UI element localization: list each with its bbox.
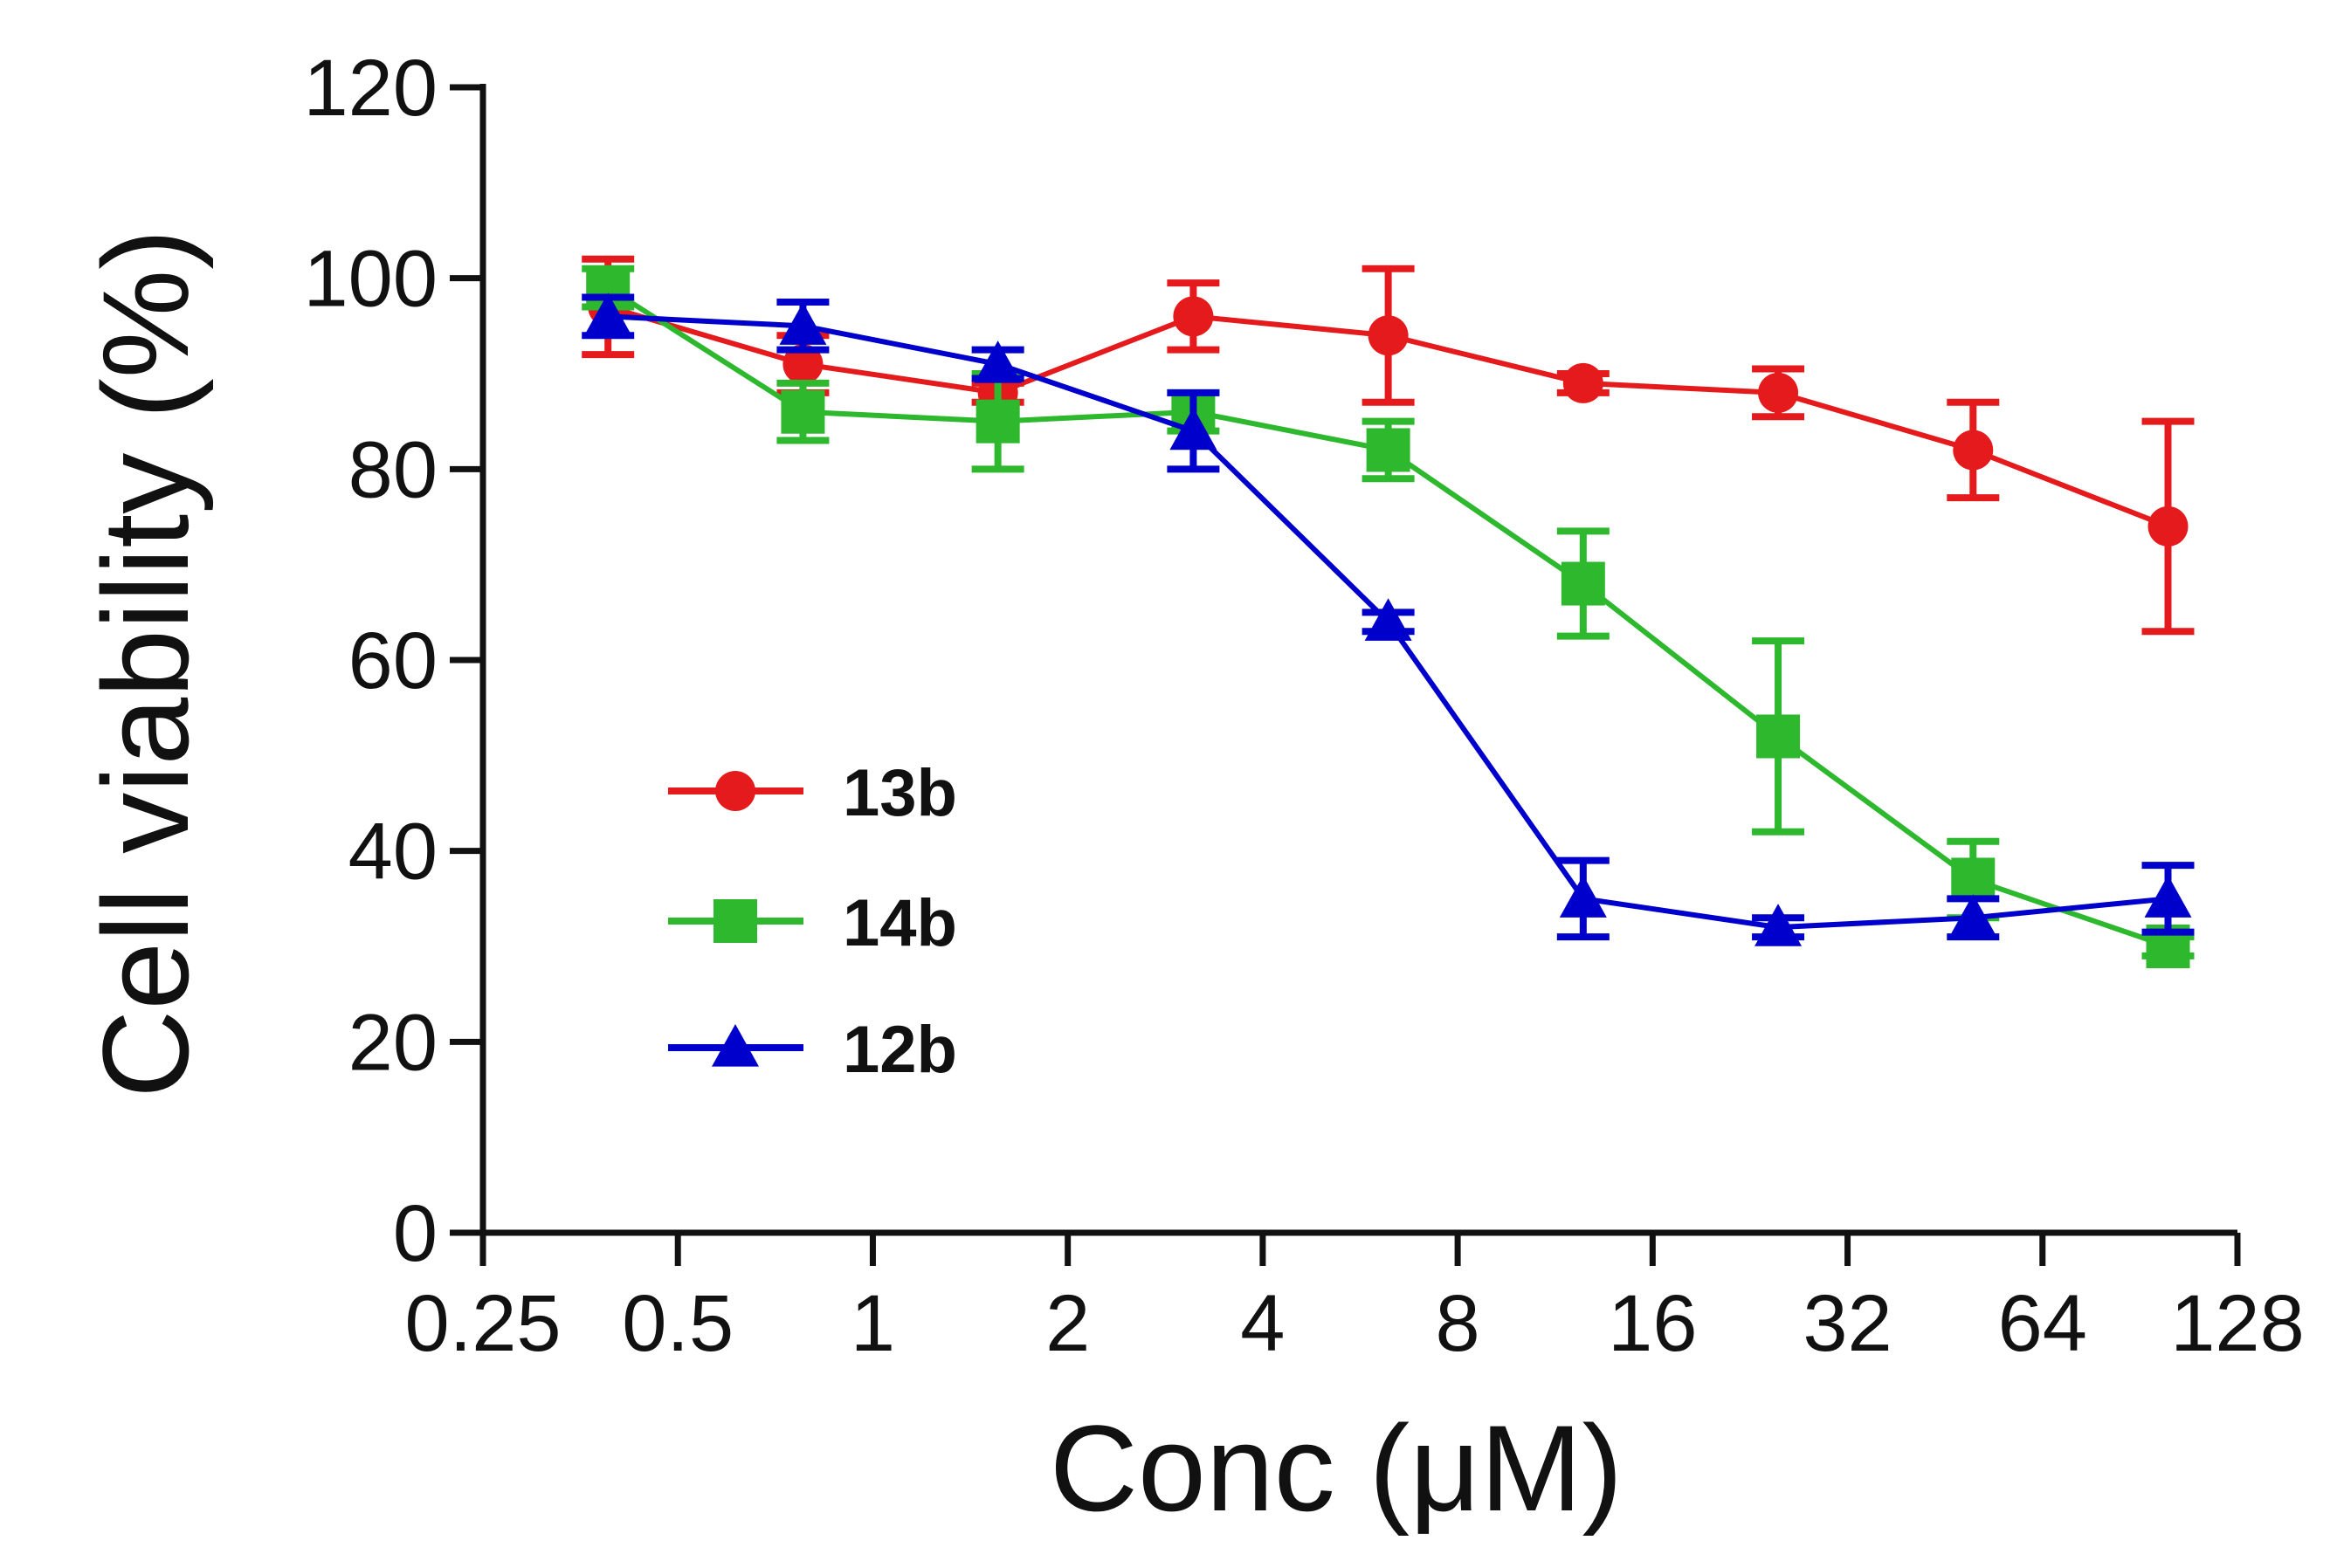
x-tick-label: 4 [1240, 1279, 1285, 1368]
data-point-13b [782, 344, 824, 385]
data-point-14b [781, 389, 825, 434]
data-point-12b [1754, 904, 1803, 946]
x-tick-label: 16 [1608, 1279, 1697, 1368]
data-point-14b [975, 399, 1020, 444]
data-point-14b [1561, 561, 1605, 606]
legend: 13b 14b 12b [668, 756, 957, 1087]
data-point-14b [1756, 714, 1801, 759]
data-point-13b [1173, 296, 1214, 337]
data-point-14b [1951, 857, 1996, 902]
series-12b [582, 292, 2195, 946]
legend-label: 13b [843, 756, 957, 830]
legend-marker [715, 771, 755, 811]
data-point-13b [1758, 372, 1799, 413]
x-tick-label: 0.25 [404, 1279, 561, 1368]
data-point-13b [1562, 362, 1603, 403]
legend-item-13b: 13b [668, 756, 957, 830]
axes: 0 20 40 60 80 100 120 0.25 0.5 1 2 4 8 16 32 64 128 [304, 44, 2305, 1368]
data-point-13b [1953, 430, 1994, 471]
y-axis-title: Cell viability (%) [77, 229, 214, 1098]
x-tick-label: 32 [1803, 1279, 1892, 1368]
legend-item-14b: 14b [668, 886, 957, 960]
x-tick-label: 8 [1436, 1279, 1480, 1368]
y-tick-label: 20 [348, 998, 438, 1087]
data-point-14b [1366, 428, 1410, 472]
x-tick-label: 64 [1998, 1279, 2087, 1368]
x-tick-label: 1 [851, 1279, 895, 1368]
x-tick-label: 2 [1045, 1279, 1090, 1368]
legend-label: 12b [843, 1013, 957, 1087]
x-tick-label: 0.5 [622, 1279, 734, 1368]
y-tick-label: 40 [348, 808, 438, 897]
data-point-13b [1368, 315, 1409, 356]
legend-marker [714, 899, 757, 943]
legend-marker [712, 1024, 759, 1067]
legend-item-12b: 12b [668, 1013, 957, 1087]
data-point-12b [584, 292, 632, 335]
y-tick-label: 0 [393, 1189, 438, 1278]
data-point-12b [1559, 875, 1607, 918]
data-point-12b [1949, 894, 1997, 937]
data-point-12b [779, 302, 827, 345]
x-axis-title: Conc (μM) [1050, 1400, 1623, 1537]
data-point-12b [1169, 407, 1217, 450]
data-point-12b [974, 340, 1022, 383]
x-tick-label: 128 [2170, 1279, 2305, 1368]
data-point-12b [1364, 598, 1412, 641]
data-point-12b [2144, 875, 2192, 918]
data-point-13b [2147, 505, 2189, 547]
y-tick-label: 80 [348, 425, 438, 514]
legend-label: 14b [843, 886, 957, 960]
y-tick-label: 60 [348, 616, 438, 705]
series-layer [582, 255, 2195, 968]
y-tick-label: 120 [304, 44, 438, 133]
y-tick-label: 100 [304, 235, 438, 324]
